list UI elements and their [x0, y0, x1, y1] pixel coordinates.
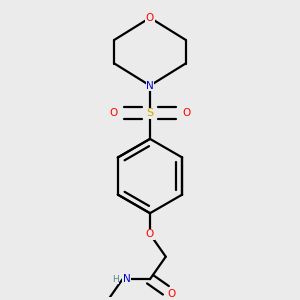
Text: N: N — [146, 81, 154, 91]
Text: S: S — [146, 108, 154, 118]
Text: O: O — [110, 108, 118, 118]
Text: O: O — [146, 229, 154, 239]
Text: O: O — [168, 290, 176, 299]
Text: H: H — [112, 275, 119, 284]
Text: N: N — [122, 274, 130, 284]
Text: O: O — [146, 13, 154, 23]
Text: O: O — [182, 108, 190, 118]
